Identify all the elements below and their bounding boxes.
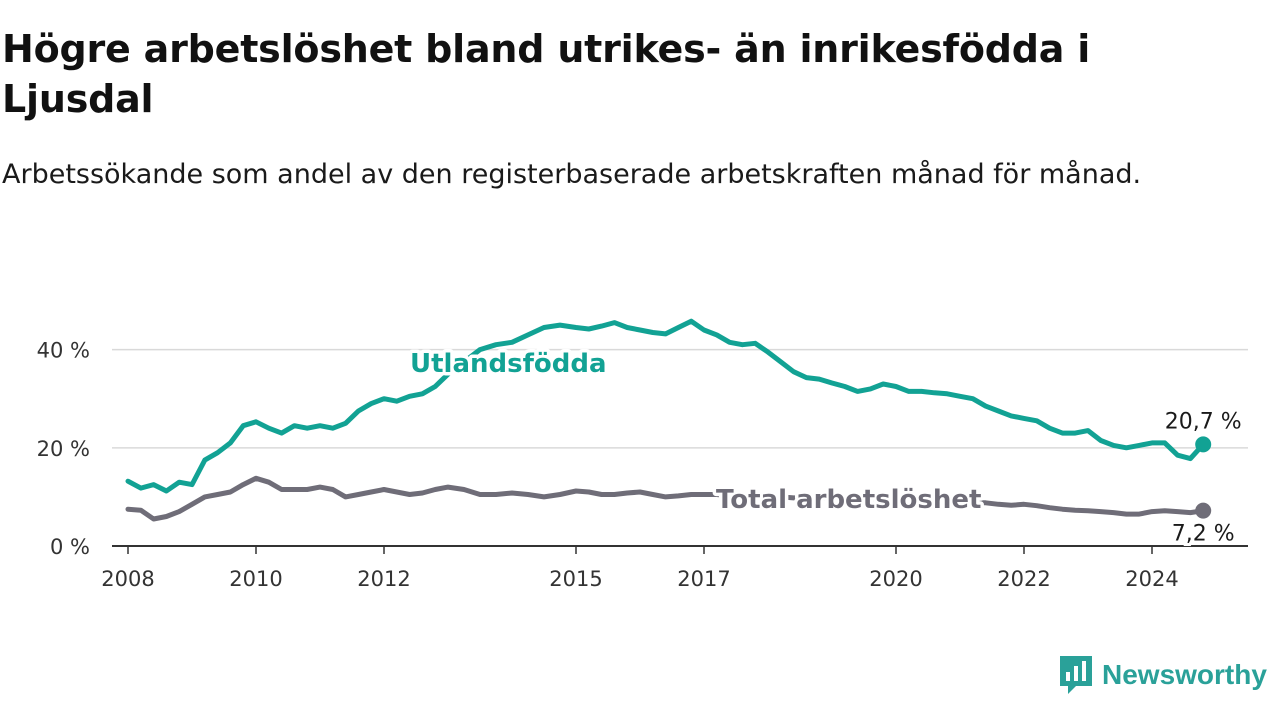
series-label-total: Total arbetslöshet <box>716 485 981 515</box>
end-marker-utlandsfodda <box>1195 436 1212 453</box>
newsworthy-logo: Newsworthy <box>1058 654 1267 696</box>
chart-subtitle: Arbetssökande som andel av den registerb… <box>2 159 1142 190</box>
newsworthy-logo-icon <box>1060 656 1092 694</box>
y-tick-label: 40 % <box>37 339 90 363</box>
x-tick-label: 2008 <box>101 567 154 591</box>
x-tick-label: 2020 <box>869 567 922 591</box>
x-tick-label: 2015 <box>549 567 602 591</box>
x-tick-label: 2022 <box>997 567 1050 591</box>
y-tick-label: 0 % <box>50 535 90 559</box>
end-value-label-total: 7,2 % <box>1172 522 1235 547</box>
x-tick-label: 2017 <box>677 567 730 591</box>
x-tick-label: 2024 <box>1125 567 1178 591</box>
y-tick-label: 20 % <box>37 437 90 461</box>
x-tick-label: 2010 <box>229 567 282 591</box>
series-label-utlandsfodda: Utlandsfödda <box>410 349 607 379</box>
end-value-label-utlandsfodda: 20,7 % <box>1165 409 1242 434</box>
series-line-utlandsfodda <box>125 318 1206 494</box>
brand-name: Newsworthy <box>1102 659 1267 690</box>
chart-title: Högre arbetslöshet bland utrikes- än inr… <box>2 27 1091 121</box>
x-tick-label: 2012 <box>357 567 410 591</box>
series-line-total <box>125 475 1206 522</box>
end-marker-total <box>1195 502 1212 519</box>
